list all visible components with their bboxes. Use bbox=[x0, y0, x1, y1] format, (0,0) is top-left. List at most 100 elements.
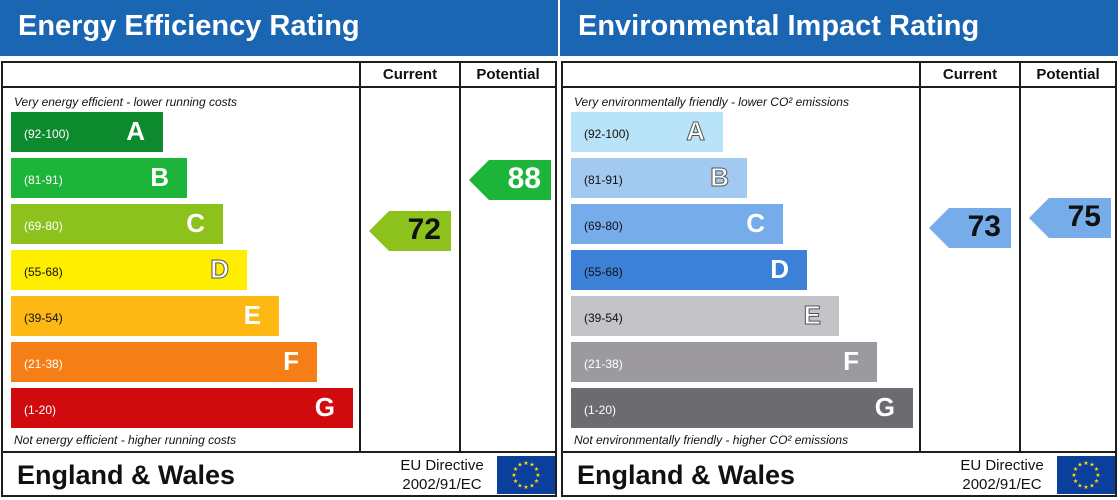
current-rating-value: 72 bbox=[407, 213, 441, 246]
column-divider bbox=[459, 63, 461, 453]
eu-flag-icon: ★ ★ ★ ★ ★ ★ ★ ★ ★ ★ ★ ★ bbox=[497, 456, 555, 494]
band-letter: E bbox=[803, 300, 821, 331]
directive-line2: 2002/91/EC bbox=[402, 476, 482, 493]
arrow-shape bbox=[929, 208, 1011, 248]
star-icon: ★ bbox=[1071, 472, 1076, 479]
rating-band-e: (39-54) E bbox=[571, 296, 839, 336]
footer-divider bbox=[3, 451, 555, 453]
rating-band-b: (81-91) B bbox=[11, 158, 187, 198]
rating-band-c: (69-80) C bbox=[11, 204, 223, 244]
rating-band-d: (55-68) D bbox=[571, 250, 807, 290]
band-letter: D bbox=[210, 254, 230, 285]
star-icon: ★ bbox=[1095, 472, 1100, 479]
band-range: (92-100) bbox=[584, 127, 630, 141]
eu-directive: EU Directive 2002/91/EC bbox=[953, 456, 1051, 494]
band-range: (81-91) bbox=[584, 173, 623, 187]
current-rating-arrow: 73 bbox=[929, 208, 1011, 253]
star-icon: ★ bbox=[513, 466, 518, 473]
star-icon: ★ bbox=[513, 478, 518, 485]
column-divider bbox=[919, 63, 921, 453]
band-range: (39-54) bbox=[584, 311, 623, 325]
header-divider bbox=[3, 86, 555, 88]
star-icon: ★ bbox=[529, 462, 534, 469]
eu-stars: ★ ★★★★★★★★★★★ bbox=[1071, 460, 1100, 491]
top-caption: Very environmentally friendly - lower CO… bbox=[574, 95, 849, 109]
environment-title: Environmental Impact Rating bbox=[578, 10, 980, 42]
band-range: (55-68) bbox=[584, 265, 623, 279]
current-column-header: Current bbox=[382, 66, 438, 83]
band-range: (69-80) bbox=[24, 219, 63, 233]
eu-flag-icon: ★ ★ ★ ★ ★ ★ ★ ★ ★ ★ ★ ★ bbox=[1057, 456, 1115, 494]
directive-line2: 2002/91/EC bbox=[962, 476, 1042, 493]
star-icon: ★ bbox=[1089, 482, 1094, 489]
bottom-caption: Not environmentally friendly - higher CO… bbox=[574, 433, 849, 447]
star-icon: ★ bbox=[1089, 462, 1094, 469]
band-range: (69-80) bbox=[584, 219, 623, 233]
band-range: (21-38) bbox=[24, 357, 63, 371]
star-icon: ★ bbox=[523, 484, 528, 491]
star-icon: ★ bbox=[1094, 466, 1099, 473]
current-rating-value: 73 bbox=[967, 210, 1001, 243]
current-column-header: Current bbox=[942, 66, 998, 83]
eu-stars: ★ ★★★★★★★★★★★ bbox=[511, 460, 540, 491]
potential-column-header: Potential bbox=[476, 66, 540, 83]
arrow-shape bbox=[369, 211, 451, 251]
band-letter: A bbox=[686, 116, 706, 147]
band-letter: A bbox=[126, 116, 145, 146]
potential-column-header: Potential bbox=[1036, 66, 1100, 83]
energy-title: Energy Efficiency Rating bbox=[18, 10, 360, 42]
header-divider bbox=[563, 86, 1115, 88]
energy-efficiency-panel: Energy Efficiency Rating Current Potenti… bbox=[0, 0, 558, 497]
energy-chart-box: Current Potential Very energy efficient … bbox=[1, 61, 557, 497]
rating-band-c: (69-80) C bbox=[571, 204, 783, 244]
star-icon: ★ bbox=[1077, 462, 1082, 469]
star-icon: ★ bbox=[1073, 466, 1078, 473]
band-letter: E bbox=[243, 300, 261, 330]
band-letter: G bbox=[314, 392, 335, 422]
star-icon: ★ bbox=[534, 478, 539, 485]
rating-band-b: (81-91) B bbox=[571, 158, 747, 198]
rating-band-f: (21-38) F bbox=[571, 342, 877, 382]
band-letter: C bbox=[186, 208, 205, 238]
band-letter: C bbox=[746, 208, 765, 238]
top-caption: Very energy efficient - lower running co… bbox=[14, 95, 237, 109]
band-letter: G bbox=[874, 392, 895, 422]
directive-line1: EU Directive bbox=[400, 457, 484, 474]
band-range: (21-38) bbox=[584, 357, 623, 371]
star-icon: ★ bbox=[1083, 484, 1088, 491]
environmental-impact-panel: Environmental Impact Rating Current Pote… bbox=[560, 0, 1120, 500]
current-rating-arrow: 72 bbox=[369, 211, 451, 256]
potential-rating-arrow: 75 bbox=[1029, 198, 1111, 243]
star-icon: ★ bbox=[1083, 460, 1088, 467]
environment-header: Environmental Impact Rating bbox=[560, 0, 1118, 56]
column-divider bbox=[1019, 63, 1021, 453]
band-letter: F bbox=[283, 346, 299, 376]
band-range: (39-54) bbox=[24, 311, 63, 325]
arrow-shape bbox=[469, 160, 551, 200]
directive-line1: EU Directive bbox=[960, 457, 1044, 474]
star-icon: ★ bbox=[529, 482, 534, 489]
star-icon: ★ bbox=[1077, 482, 1082, 489]
potential-rating-value: 88 bbox=[507, 162, 541, 195]
band-letter: D bbox=[770, 254, 789, 284]
star-icon: ★ bbox=[1094, 478, 1099, 485]
band-letter: F bbox=[843, 346, 859, 376]
environment-chart-box: Current Potential Very environmentally f… bbox=[561, 61, 1117, 497]
rating-band-g: (1-20) G bbox=[11, 388, 353, 428]
band-range: (55-68) bbox=[24, 265, 63, 279]
rating-band-a: (92-100) A bbox=[571, 112, 723, 152]
rating-band-e: (39-54) E bbox=[11, 296, 279, 336]
star-icon: ★ bbox=[534, 466, 539, 473]
column-divider bbox=[359, 63, 361, 453]
band-letter: B bbox=[150, 162, 169, 192]
rating-band-d: (55-68) D bbox=[11, 250, 247, 290]
star-icon: ★ bbox=[523, 460, 528, 467]
star-icon: ★ bbox=[535, 472, 540, 479]
rating-band-g: (1-20) G bbox=[571, 388, 913, 428]
star-icon: ★ bbox=[511, 472, 516, 479]
eu-directive: EU Directive 2002/91/EC bbox=[393, 456, 491, 494]
rating-band-f: (21-38) F bbox=[11, 342, 317, 382]
band-range: (92-100) bbox=[24, 127, 70, 141]
band-range: (1-20) bbox=[24, 403, 57, 417]
band-range: (81-91) bbox=[24, 173, 63, 187]
